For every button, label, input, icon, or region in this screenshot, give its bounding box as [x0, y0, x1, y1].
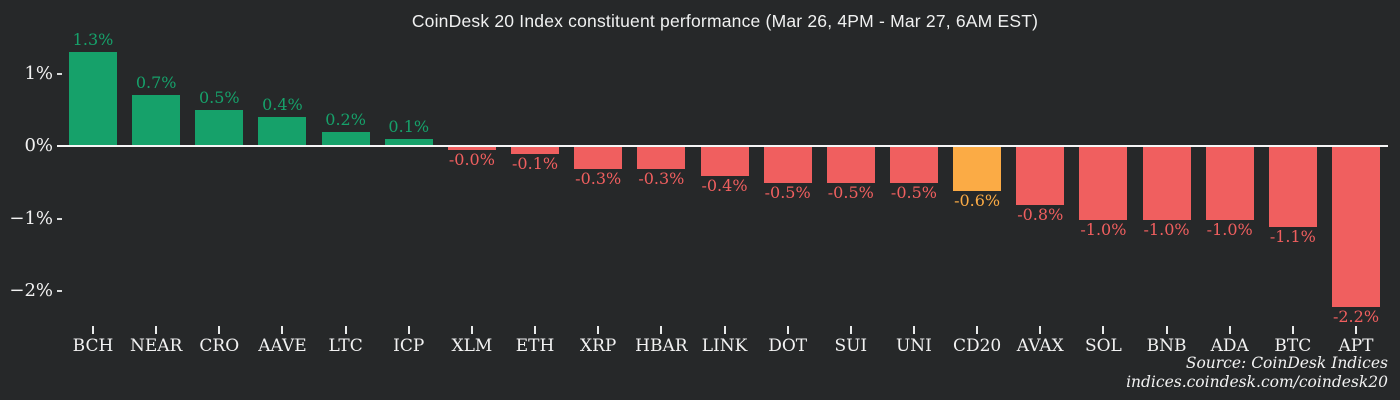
- x-axis-label-DOT: DOT: [768, 336, 808, 356]
- source-url: indices.coindesk.com/coindesk20: [1126, 373, 1388, 391]
- x-axis-label-LINK: LINK: [701, 336, 748, 356]
- y-tick-1: [57, 72, 62, 75]
- x-axis-label-BNB: BNB: [1146, 336, 1187, 356]
- x-tick-BCH: [92, 326, 94, 334]
- x-axis-label-NEAR: NEAR: [129, 336, 183, 356]
- bar-ADA: [1205, 147, 1254, 220]
- bar-CRO: [195, 109, 244, 146]
- bar-ICP: [384, 138, 433, 146]
- bar-LINK: [700, 147, 749, 176]
- bar-value-label-BCH: 1.3%: [72, 29, 114, 49]
- x-tick-APT: [1355, 326, 1357, 334]
- bar-value-label-HBAR: -0.3%: [638, 168, 685, 188]
- bar-AVAX: [1016, 147, 1065, 205]
- x-tick-AVAX: [1039, 326, 1042, 334]
- y-axis-label--2: −2%: [9, 280, 53, 301]
- bar-value-label-BNB: -1.0%: [1143, 219, 1190, 239]
- zero-axis-line: [57, 145, 1388, 147]
- bar-value-label-ICP: 0.1%: [388, 116, 430, 136]
- y-axis-label-0: 0%: [24, 135, 53, 156]
- x-axis-label-CD20: CD20: [952, 336, 1002, 356]
- x-tick-ICP: [407, 326, 410, 334]
- bar-value-label-LTC: 0.2%: [325, 109, 366, 129]
- source-line: Source: CoinDesk Indices: [1185, 354, 1388, 372]
- x-tick-SUI: [849, 326, 852, 334]
- bar-value-label-AVAX: -0.8%: [1017, 205, 1064, 224]
- x-tick-CD20: [976, 326, 979, 334]
- y-axis-label--1: −1%: [9, 207, 53, 229]
- bar-XLM: [447, 147, 496, 150]
- x-axis-label-BTC: BTC: [1274, 336, 1312, 356]
- bar-value-label-SUI: -0.5%: [827, 183, 874, 203]
- bar-value-label-DOT: -0.5%: [764, 183, 811, 203]
- bar-ETH: [511, 147, 560, 155]
- x-tick-LINK: [723, 326, 726, 334]
- bar-NEAR: [132, 95, 181, 146]
- x-tick-CRO: [218, 326, 221, 334]
- x-tick-BNB: [1165, 326, 1168, 334]
- x-tick-ETH: [534, 326, 537, 334]
- x-tick-LTC: [344, 326, 347, 334]
- x-tick-XRP: [597, 326, 600, 334]
- bar-value-label-AAVE: 0.4%: [262, 95, 303, 114]
- bar-value-label-ADA: -1.0%: [1206, 219, 1253, 239]
- bar-value-label-APT: -2.2%: [1332, 306, 1380, 326]
- bar-HBAR: [637, 147, 686, 169]
- x-axis-label-AVAX: AVAX: [1016, 336, 1064, 356]
- bar-AAVE: [258, 117, 307, 146]
- bar-value-label-UNI: -0.5%: [890, 183, 937, 203]
- x-axis-label-LTC: LTC: [328, 336, 363, 356]
- x-axis-label-XLM: XLM: [451, 336, 493, 356]
- x-tick-NEAR: [155, 326, 158, 334]
- x-axis-label-UNI: UNI: [895, 336, 932, 356]
- x-axis-label-BCH: BCH: [72, 336, 114, 356]
- x-axis-label-APT: APT: [1338, 336, 1374, 356]
- x-axis-label-AAVE: AAVE: [258, 336, 307, 356]
- bar-value-label-SOL: -1.0%: [1080, 219, 1127, 239]
- x-axis-label-CRO: CRO: [199, 336, 240, 356]
- x-tick-DOT: [786, 326, 789, 334]
- x-tick-AAVE: [281, 326, 284, 334]
- x-axis-label-SUI: SUI: [834, 336, 868, 356]
- x-axis-label-XRP: XRP: [580, 336, 617, 356]
- y-tick--1: [57, 217, 62, 220]
- x-tick-XLM: [470, 326, 473, 334]
- bar-BTC: [1268, 147, 1317, 227]
- bar-value-label-CD20: -0.6%: [954, 190, 1001, 210]
- bar-APT: [1332, 147, 1380, 307]
- bar-CD20: [953, 147, 1002, 191]
- bar-SOL: [1079, 147, 1128, 220]
- x-axis-label-ICP: ICP: [393, 336, 425, 356]
- chart-title: CoinDesk 20 Index constituent performanc…: [411, 11, 1039, 31]
- x-tick-HBAR: [660, 326, 663, 334]
- x-axis-label-SOL: SOL: [1084, 336, 1122, 356]
- bar-value-label-XRP: -0.3%: [575, 168, 622, 188]
- bar-DOT: [763, 147, 812, 184]
- bar-XRP: [574, 147, 623, 169]
- x-axis-label-ETH: ETH: [515, 336, 555, 356]
- x-axis-label-HBAR: HBAR: [635, 336, 688, 356]
- bar-SUI: [826, 147, 875, 184]
- bar-value-label-BTC: -1.1%: [1269, 226, 1316, 246]
- bar-BCH: [69, 51, 117, 146]
- source-attribution: Source: CoinDesk Indices indices.coindes…: [1126, 354, 1388, 392]
- bar-value-label-XLM: -0.0%: [448, 150, 495, 169]
- bar-BNB: [1142, 147, 1191, 220]
- bar-UNI: [889, 147, 938, 184]
- x-tick-UNI: [912, 326, 915, 334]
- x-axis-label-ADA: ADA: [1210, 336, 1249, 356]
- x-tick-BTC: [1291, 326, 1294, 334]
- x-tick-ADA: [1228, 326, 1231, 334]
- bar-LTC: [321, 131, 370, 146]
- bar-value-label-CRO: 0.5%: [198, 87, 240, 107]
- bar-value-label-LINK: -0.4%: [701, 176, 748, 195]
- y-tick--2: [57, 290, 62, 292]
- bar-value-label-ETH: -0.1%: [512, 154, 559, 174]
- x-tick-SOL: [1102, 326, 1105, 334]
- bar-value-label-NEAR: 0.7%: [135, 73, 177, 93]
- y-axis-label-1: 1%: [24, 62, 53, 84]
